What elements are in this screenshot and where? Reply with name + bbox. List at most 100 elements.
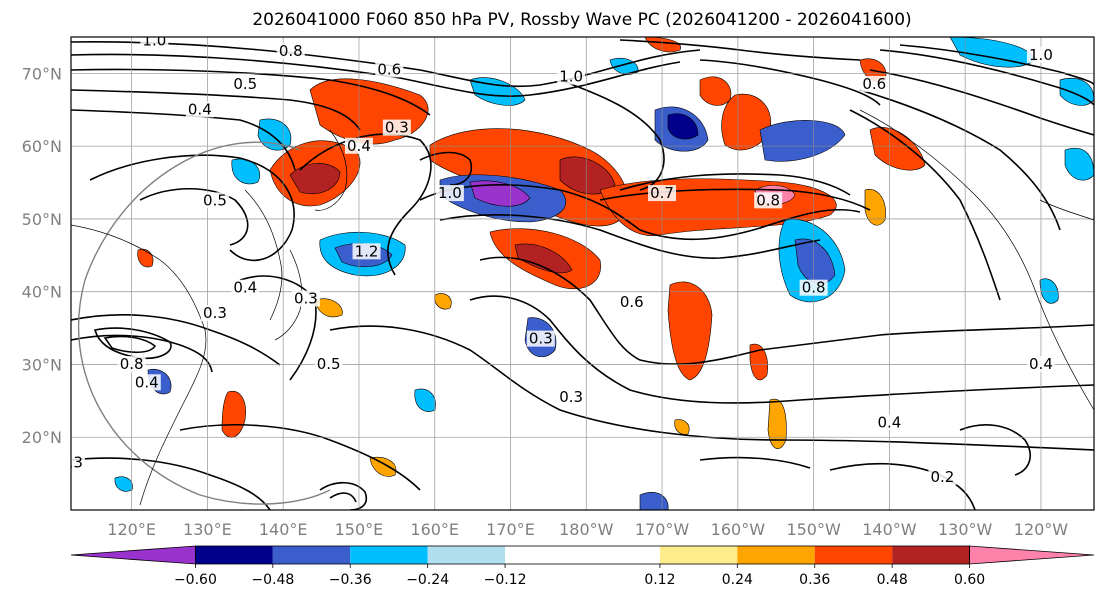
contour-label: 0.8 <box>756 191 780 209</box>
longitude-tick-label: 170°W <box>635 520 690 539</box>
contour-label: 0.4 <box>188 100 212 118</box>
contour-label-bg <box>557 68 586 85</box>
positive-anomaly <box>434 293 452 310</box>
latitude-tick-label: 60°N <box>22 137 62 156</box>
contour-label: 0.3 <box>385 119 409 137</box>
contour-label: 0.6 <box>862 75 886 93</box>
colorbar-extend-high <box>969 545 1095 565</box>
latitude-tick-label: 40°N <box>22 283 62 302</box>
longitude-tick-label: 130°E <box>183 520 232 539</box>
contour-label-bg <box>291 290 320 307</box>
longitude-tick-label: 160°E <box>410 520 459 539</box>
positive-anomaly <box>314 298 343 318</box>
contour-label-bg <box>1026 356 1055 373</box>
latitude-tick-label: 20°N <box>22 428 62 447</box>
colorbar-tick-label: 0.48 <box>877 572 908 588</box>
contour-label: 0.3 <box>529 330 553 348</box>
contour-label: 1.0 <box>559 68 583 86</box>
colorbar-segment <box>195 546 273 564</box>
contour-label-bg <box>754 192 783 209</box>
colorbar-segment <box>659 546 738 564</box>
colorbar-frame <box>195 545 970 565</box>
contour-label: 0.3 <box>59 453 83 471</box>
contour-label: 0.4 <box>347 137 371 155</box>
contour-label: 0.5 <box>233 75 257 93</box>
positive-anomaly <box>289 163 341 194</box>
negative-anomaly <box>794 238 836 284</box>
contour-label-bg <box>231 279 260 296</box>
positive-anomaly <box>514 243 573 274</box>
positive-anomaly <box>674 419 690 435</box>
longitude-tick-label: 130°W <box>938 520 993 539</box>
colorbar-tick-label: 0.60 <box>954 572 985 588</box>
contour-label: 0.8 <box>120 355 144 373</box>
contour-label: 0.3 <box>203 304 227 322</box>
colorbar-tick-label: 0.12 <box>644 572 675 588</box>
reference-circle <box>77 141 331 505</box>
contour-label-bg <box>71 454 85 471</box>
contour-label: 0.3 <box>559 388 583 406</box>
colorbar-segment <box>737 546 815 564</box>
contour-label-bg <box>799 279 828 296</box>
latitude-tick-label: 50°N <box>22 210 62 229</box>
longitude-tick-label: 140°W <box>862 520 917 539</box>
positive-anomaly <box>644 37 681 53</box>
contour-label: 1.0 <box>142 31 166 49</box>
longitude-tick-label: 140°E <box>259 520 308 539</box>
contour-label: 1.2 <box>355 242 379 260</box>
contour-label-bg <box>617 294 646 311</box>
contour-label-bg <box>231 75 260 92</box>
latitude-labels: 70°N 60°N 50°N 40°N 30°N 20°N <box>22 64 62 447</box>
longitude-labels: 120°E 130°E 140°E 150°E 160°E 170°E 180°W 170°W… <box>107 520 1068 539</box>
contour-label-bg <box>526 330 555 347</box>
colorbar-segment <box>350 546 428 564</box>
positive-anomaly <box>864 189 886 226</box>
contour-label-bg <box>200 305 229 322</box>
contour-label-bg <box>185 101 214 118</box>
colorbar-tick-label: 0.24 <box>722 572 753 588</box>
contour-label: 1.0 <box>438 184 462 202</box>
colorbar: −0.60 −0.48 −0.36 −0.24 −0.12 0.12 0.24 0.36 0.4… <box>70 545 1095 588</box>
gridlines <box>71 37 1094 510</box>
contour-label: 0.8 <box>802 279 826 297</box>
contour-label: 0.5 <box>317 355 341 373</box>
contour-labels: 1.0 0.8 0.5 0.4 0.6 1.0 0.4 0.3 0.5 1.0 1.2 0.3 0.4 0… <box>59 31 1055 486</box>
colorbar-tick-label: −0.48 <box>251 572 294 588</box>
positive-anomaly <box>721 93 772 151</box>
contour-label-bg <box>875 414 904 431</box>
contour-label: 0.4 <box>1029 355 1053 373</box>
contour-label-bg <box>117 356 146 373</box>
contour-label: 0.6 <box>620 293 644 311</box>
contour-label-bg <box>344 137 373 154</box>
contour-label: 0.3 <box>294 290 318 308</box>
colorbar-tick-label: −0.60 <box>174 572 217 588</box>
colorbar-tick-label: −0.36 <box>329 572 372 588</box>
map-frame <box>70 36 1095 511</box>
longitude-tick-label: 170°E <box>486 520 535 539</box>
contour-label: 0.5 <box>203 191 227 209</box>
colorbar-tick-label: −0.12 <box>484 572 527 588</box>
longitude-tick-label: 120°E <box>107 520 156 539</box>
contour-label-bg <box>276 43 305 60</box>
contour-label-bg <box>314 356 343 373</box>
longitude-tick-label: 150°E <box>335 520 384 539</box>
contour-label: 0.8 <box>279 42 303 60</box>
colorbar-segment <box>814 546 893 564</box>
longitude-tick-label: 180°W <box>559 520 614 539</box>
negative-anomaly <box>1039 278 1059 304</box>
contour-label-bg <box>352 243 381 260</box>
contour-label-bg <box>382 119 411 136</box>
contour-label: 0.4 <box>877 413 901 431</box>
contour-label-bg <box>375 61 404 78</box>
colorbar-extend-low <box>70 545 196 565</box>
longitude-tick-label: 150°W <box>786 520 841 539</box>
positive-anomaly <box>869 127 926 171</box>
chart-title: 2026041000 F060 850 hPa PV, Rossby Wave … <box>252 10 911 30</box>
contour-label-bg <box>557 388 586 405</box>
colorbar-segment <box>892 546 970 564</box>
colorbar-segment <box>272 546 351 564</box>
contour-label: 1.0 <box>1029 46 1053 64</box>
negative-anomaly <box>469 77 526 106</box>
negative-anomaly <box>469 180 531 207</box>
